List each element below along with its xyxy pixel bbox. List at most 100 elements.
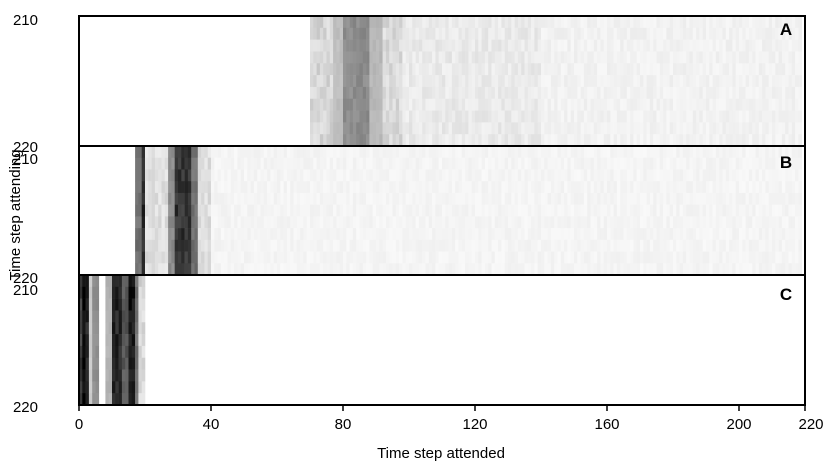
heatmap-cell [491,51,496,64]
heatmap-cell [161,146,166,159]
heatmap-cell [722,16,727,29]
heatmap-cell [135,228,139,241]
heatmap-cell [300,239,304,252]
heatmap-cell [620,251,624,264]
heatmap-cell [577,216,581,229]
heatmap-cell [267,181,271,194]
heatmap-cell [442,263,446,276]
heatmap-cell [765,263,769,276]
heatmap-cell [135,322,139,335]
heatmap-cell [616,39,621,52]
heatmap-cell [544,63,548,76]
heatmap-cell [616,181,621,194]
heatmap-cell [567,39,571,52]
heatmap-cell [745,157,750,170]
heatmap-cell [541,110,545,123]
heatmap-cell [405,63,410,76]
heatmap-cell [461,86,466,100]
heatmap-cell [465,263,469,276]
heatmap-cell [725,263,730,276]
heatmap-cell [484,63,489,76]
heatmap-cell [346,181,350,194]
heatmap-cell [593,51,598,64]
heatmap-cell [613,98,618,111]
heatmap-cell [372,228,377,241]
heatmap-cell [293,251,298,264]
heatmap-cell [742,75,746,88]
heatmap-cell [442,39,446,52]
heatmap-cell [580,110,585,123]
heatmap-cell [679,157,684,170]
heatmap-cell [263,169,268,182]
heatmap-cell [531,122,535,135]
heatmap-cell [597,39,601,52]
heatmap-cell [623,16,628,29]
heatmap-cell [168,228,172,241]
heatmap-cell [366,98,370,111]
heatmap-cell [567,228,571,241]
heatmap-cell [541,157,545,170]
heatmap-cell [649,122,654,135]
heatmap-cell [491,146,496,159]
heatmap-cell [498,157,502,170]
heatmap-cell [343,39,347,52]
heatmap-cell [372,27,377,40]
heatmap-cell [534,251,538,264]
heatmap-cell [739,98,743,111]
heatmap-cell [570,169,575,182]
heatmap-cell [616,146,621,159]
heatmap-cell [481,27,486,40]
heatmap-cell [752,146,756,159]
heatmap-cell [587,39,591,52]
heatmap-cell [382,157,387,170]
heatmap-cell [709,228,713,241]
heatmap-cell [197,239,202,252]
heatmap-cell [692,75,697,88]
heatmap-cell [712,122,717,135]
heatmap-cell [544,98,548,111]
heatmap-cell [656,39,661,52]
heatmap-cell [230,192,235,205]
heatmap-cell [550,169,555,182]
heatmap-cell [570,134,575,147]
heatmap-cell [409,169,413,182]
heatmap-cell [758,263,763,276]
heatmap-cell [141,263,146,276]
heatmap-cell [768,110,773,123]
heatmap-cell [422,134,426,147]
heatmap-cell [643,75,647,88]
heatmap-cell [85,381,90,394]
heatmap-cell [135,275,139,288]
heatmap-cell [366,192,370,205]
heatmap-cell [669,239,674,252]
heatmap-cell [597,228,601,241]
heatmap-cell [432,134,436,147]
heatmap-cell [204,228,208,241]
heatmap-cell [402,157,406,170]
heatmap-cell [607,122,611,135]
heatmap-cell [735,110,740,123]
heatmap-cell [455,134,459,147]
heatmap-cell [201,181,205,194]
heatmap-cell [135,157,139,170]
heatmap-cell [735,27,740,40]
heatmap-cell [303,146,307,159]
heatmap-cell [600,75,604,88]
heatmap-cell [755,146,760,159]
heatmap-cell [702,204,707,217]
heatmap-cell [191,228,195,241]
heatmap-cell [458,98,463,111]
heatmap-cell [359,63,364,76]
heatmap-cell [755,181,760,194]
heatmap-cell [382,39,387,52]
heatmap-cell [630,39,634,52]
heatmap-cell [570,39,575,52]
heatmap-cell [758,51,763,64]
heatmap-cell [587,146,591,159]
heatmap-cell [323,228,327,241]
heatmap-cell [290,216,294,229]
heatmap-cell [692,27,697,40]
heatmap-cell [620,192,624,205]
heatmap-cell [679,146,684,159]
heatmap-cell [755,251,760,264]
